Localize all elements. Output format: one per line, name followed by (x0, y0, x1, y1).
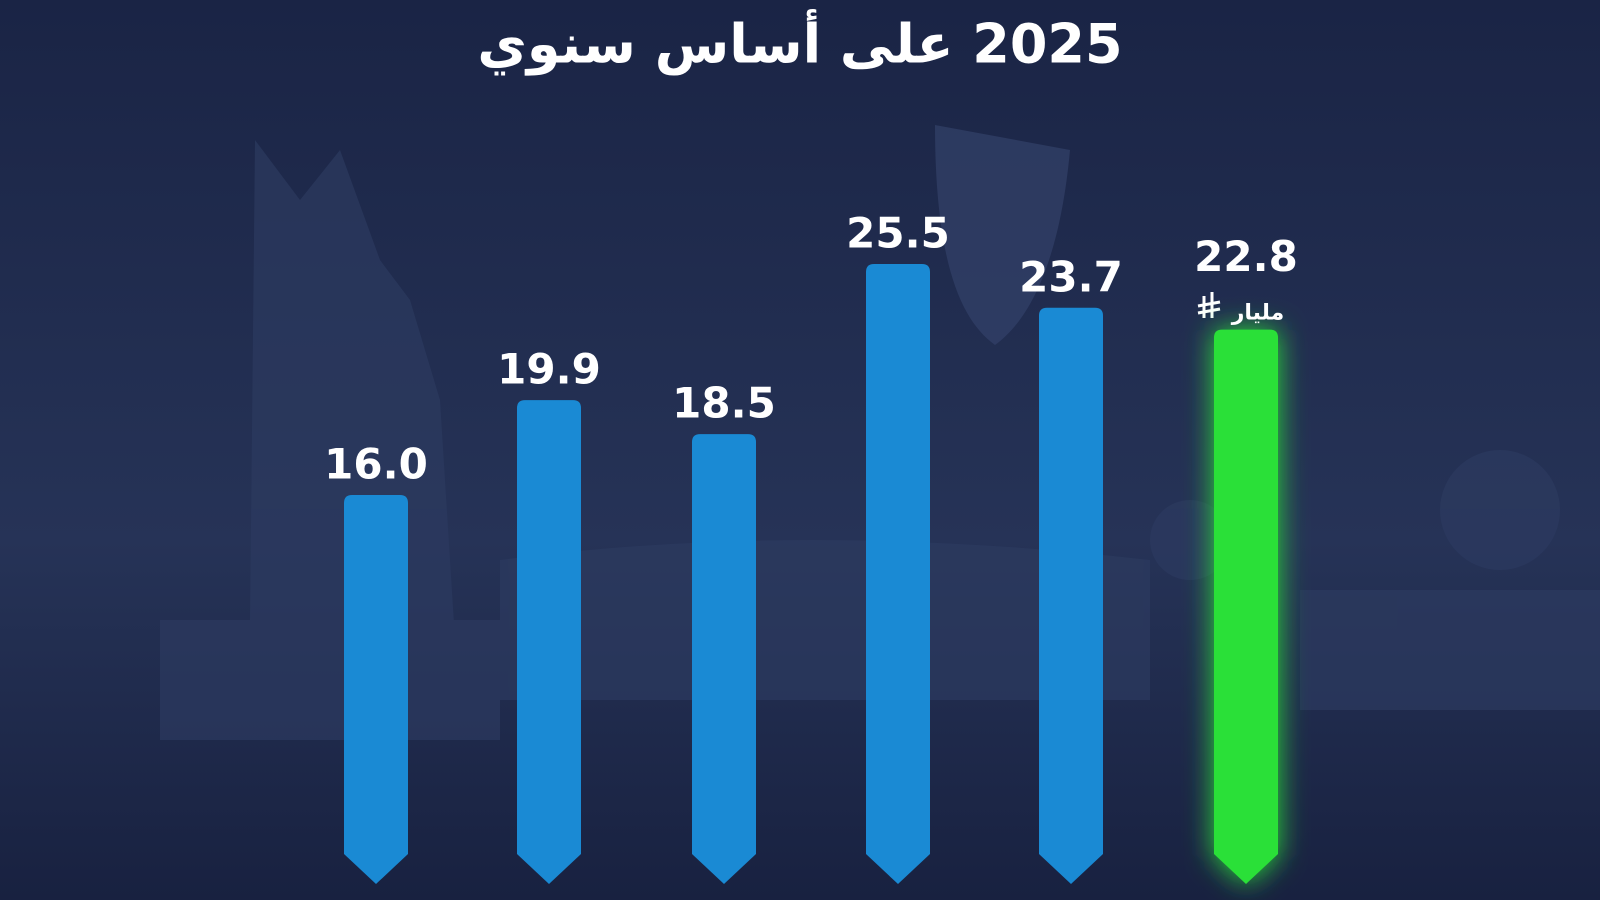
bar (344, 494, 408, 884)
value-label: 22.8 (1194, 232, 1298, 281)
value-label: 19.9 (497, 345, 601, 394)
riyal-symbol (1197, 292, 1221, 318)
unit-label: مليار (1231, 301, 1285, 326)
bar (1039, 307, 1103, 884)
value-label: 23.7 (1019, 252, 1123, 301)
value-label: 25.5 (846, 208, 950, 257)
bar (692, 434, 756, 884)
value-label: 16.0 (324, 439, 428, 488)
bar (866, 263, 930, 884)
value-label: 18.5 (672, 379, 776, 428)
chart-title: 2025 على أساس سنوي (477, 9, 1122, 76)
bar (1214, 329, 1278, 884)
bar (517, 400, 581, 884)
